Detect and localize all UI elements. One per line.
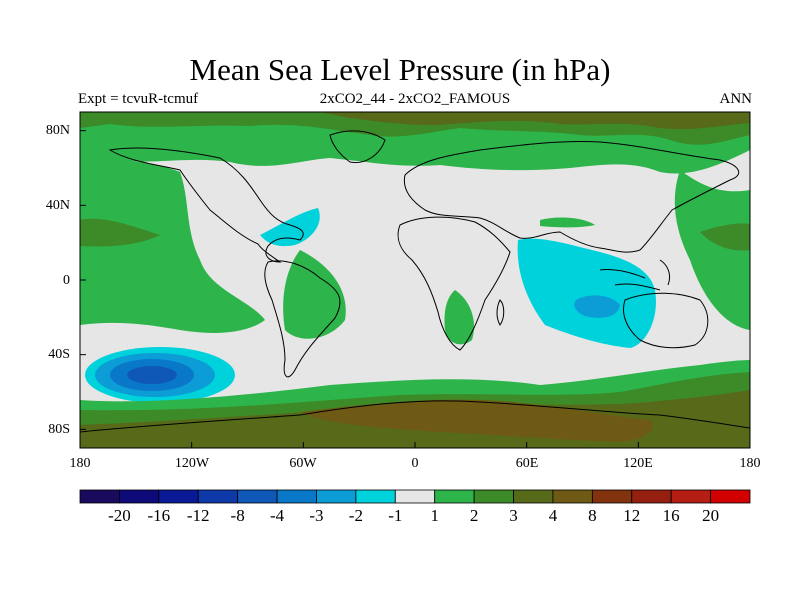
lat-tick-80n: 80N xyxy=(45,123,70,138)
colorbar-swatch xyxy=(631,489,672,504)
colorbar-label: -2 xyxy=(348,506,363,525)
map-title: Mean Sea Level Pressure (in hPa) xyxy=(189,52,611,87)
lon-tick-120e: 120E xyxy=(623,456,653,471)
colorbar-label: -4 xyxy=(269,506,285,525)
lon-tick-120w: 120W xyxy=(174,456,210,471)
season-label: ANN xyxy=(719,91,753,107)
colorbar-swatch xyxy=(670,489,711,504)
colorbar-label: -20 xyxy=(108,506,131,525)
lon-tick-180w: 180 xyxy=(69,456,91,471)
experiment-label: Expt = tcvuR-tcmuf xyxy=(78,91,199,107)
antarctic-brown xyxy=(300,399,653,442)
colorbar-label: -8 xyxy=(230,506,245,525)
indian-ocean-cyan xyxy=(517,238,656,348)
colorbar-label: 16 xyxy=(662,506,680,525)
south-pacific-low-4 xyxy=(127,366,177,384)
colorbar-label: 4 xyxy=(548,506,558,525)
colorbar-label: 8 xyxy=(588,506,597,525)
pacific-dark-east xyxy=(700,223,750,251)
south-atlantic-green xyxy=(283,250,346,339)
colorbar-swatch xyxy=(355,489,396,504)
colorbar-label: 1 xyxy=(430,506,439,525)
colorbar-label: -12 xyxy=(186,506,210,525)
lat-tick-80s: 80S xyxy=(48,422,70,437)
colorbar-swatch xyxy=(434,489,475,504)
colorbar-swatch xyxy=(197,489,239,504)
colorbar-swatch xyxy=(473,489,514,504)
madagascar-green xyxy=(444,290,475,345)
arabian-cyan xyxy=(540,217,595,228)
colorbar-label: -3 xyxy=(309,506,324,525)
colorbar-swatch xyxy=(158,489,199,504)
colorbar-swatch xyxy=(710,489,751,504)
pacific-green-east xyxy=(674,170,750,330)
arctic-darker xyxy=(320,112,750,130)
colorbar-swatch xyxy=(79,489,120,504)
lon-tick-180e: 180 xyxy=(739,456,761,471)
indian-ocean-blue xyxy=(574,295,620,318)
lat-tick-0: 0 xyxy=(63,273,70,288)
pacific-green-west xyxy=(80,159,265,333)
colorbar-swatch xyxy=(513,489,554,504)
contour-field xyxy=(80,112,750,448)
colorbar-swatch xyxy=(237,489,278,504)
gulf-cyan xyxy=(260,208,320,247)
lat-tick-40s: 40S xyxy=(48,347,70,362)
comparison-label: 2xCO2_44 - 2xCO2_FAMOUS xyxy=(319,91,511,107)
colorbar-swatch xyxy=(394,489,436,504)
lon-tick-60w: 60W xyxy=(289,456,317,471)
colorbar-label: -1 xyxy=(388,506,403,525)
colorbar-swatch xyxy=(119,489,160,504)
colorbar-swatch xyxy=(591,489,633,504)
lat-tick-40n: 40N xyxy=(45,198,70,213)
colorbar-swatch xyxy=(276,489,317,504)
colorbar-label: -16 xyxy=(147,506,171,525)
colorbar-label: 2 xyxy=(469,506,479,525)
lon-tick-0: 0 xyxy=(411,456,419,471)
colorbar xyxy=(79,489,751,504)
colorbar-label: 12 xyxy=(623,506,641,525)
colorbar-label: 3 xyxy=(509,506,518,525)
colorbar-label: 20 xyxy=(702,506,720,525)
lon-tick-60e: 60E xyxy=(515,456,539,471)
pacific-dark-west xyxy=(80,218,160,247)
coastlines xyxy=(80,130,750,433)
colorbar-swatch xyxy=(552,489,593,504)
colorbar-swatch xyxy=(316,489,357,504)
